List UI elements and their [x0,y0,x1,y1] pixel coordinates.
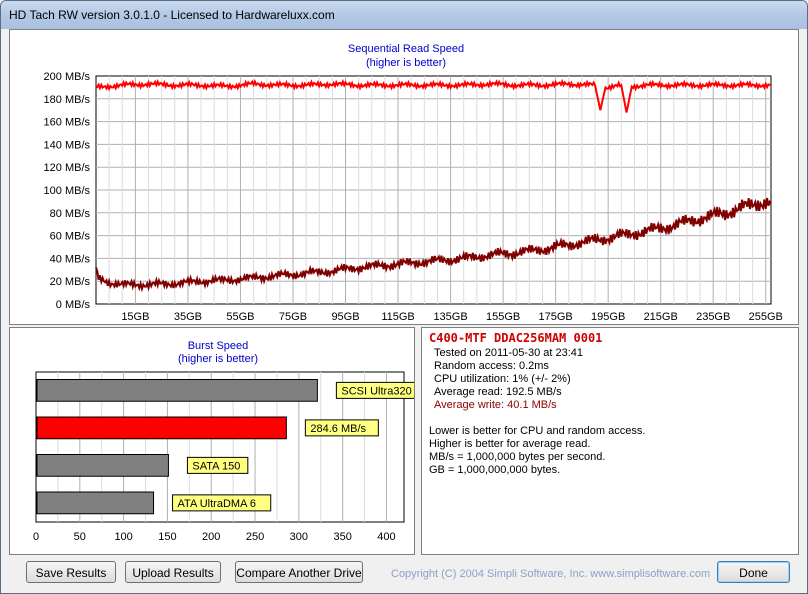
burst-bar-label-box [335,381,414,399]
test-date: Tested on 2011-05-30 at 23:41 [434,347,584,359]
burst-speed-chart: Burst Speed (higher is better) SCSI Ultr… [33,340,414,543]
x-tick-label: 95GB [331,311,359,323]
burst-bar-label: ATA UltraDMA 6 [178,498,256,510]
burst-bar-label: 284.6 MB/s [310,423,366,435]
burst-bar [36,379,318,402]
burst-chart-subtitle: (higher is better) [178,353,258,365]
x-tick-label: 115GB [381,311,414,323]
x-tick-label: 195GB [591,311,625,323]
x-tick-label: 55GB [226,311,254,323]
note-line: MB/s = 1,000,000 bytes per second. [429,451,606,463]
average-read-value: Average read: 192.5 MB/s [434,386,562,398]
x-tick-label: 215GB [644,311,678,323]
client-area: Sequential Read Speed (higher is better)… [9,29,799,585]
burst-bar-label: SATA 150 [192,460,240,472]
y-tick-label: 40 MB/s [50,253,91,265]
burst-x-tick-label: 100 [114,531,132,543]
y-tick-label: 120 MB/s [44,162,91,174]
burst-x-tick-label: 50 [74,531,86,543]
x-tick-label: 175GB [539,311,573,323]
average-write-value: Average write: 40.1 MB/s [434,399,557,411]
x-tick-label: 135GB [433,311,467,323]
burst-bar-label-box [186,456,249,474]
results-info-panel: C400-MTF DDAC256MAM 0001 Tested on 2011-… [421,327,799,555]
y-tick-label: 0 MB/s [56,299,91,311]
x-tick-label: 255GB [749,311,783,323]
x-tick-label: 155GB [486,311,520,323]
burst-bar-label: SCSI Ultra320 [341,385,411,397]
read-speed-chart: Sequential Read Speed (higher is better)… [44,43,783,323]
cpu-utilization-value: CPU utilization: 1% (+/- 2%) [434,373,571,385]
title-bar[interactable]: HD Tach RW version 3.0.1.0 - Licensed to… [1,1,807,29]
burst-x-tick-label: 0 [33,531,39,543]
y-tick-label: 20 MB/s [50,276,91,288]
compare-another-drive-button[interactable]: Compare Another Drive [235,561,363,583]
note-line: Lower is better for CPU and random acces… [429,425,646,437]
upload-results-button[interactable]: Upload Results [125,561,221,583]
burst-bar [36,416,287,440]
drive-model: C400-MTF DDAC256MAM 0001 [429,331,603,345]
random-access-value: Random access: 0.2ms [434,360,549,372]
read-speed-line [95,78,772,113]
burst-chart-panel: Burst Speed (higher is better) SCSI Ultr… [9,327,415,555]
window-title: HD Tach RW version 3.0.1.0 - Licensed to… [9,8,335,22]
burst-x-tick-label: 250 [246,531,264,543]
read-chart-panel: Sequential Read Speed (higher is better)… [9,29,799,325]
note-line: GB = 1,000,000,000 bytes. [429,464,561,476]
burst-x-tick-label: 150 [158,531,176,543]
x-tick-label: 235GB [696,311,730,323]
y-tick-label: 80 MB/s [50,208,91,220]
done-button[interactable]: Done [717,561,790,583]
read-chart-subtitle: (higher is better) [366,57,446,69]
save-results-button[interactable]: Save Results [26,561,116,583]
y-tick-label: 160 MB/s [44,117,91,129]
note-line: Higher is better for average read. [429,438,591,450]
y-tick-label: 140 MB/s [44,139,91,151]
burst-bar [36,491,155,515]
burst-x-tick-label: 200 [202,531,220,543]
burst-chart-title: Burst Speed [188,340,249,352]
burst-bar-label-box [172,494,272,512]
x-tick-label: 15GB [121,311,149,323]
x-tick-label: 35GB [174,311,202,323]
write-speed-line [95,197,772,293]
read-chart-title: Sequential Read Speed [348,43,464,55]
burst-x-tick-label: 400 [377,531,395,543]
copyright-text: Copyright (C) 2004 Simpli Software, Inc.… [391,568,711,580]
x-tick-label: 75GB [279,311,307,323]
burst-x-tick-label: 350 [333,531,351,543]
burst-x-tick-label: 300 [290,531,308,543]
y-tick-label: 180 MB/s [44,94,91,106]
y-tick-label: 60 MB/s [50,231,91,243]
burst-bar-label-box [304,419,379,437]
y-tick-label: 200 MB/s [44,71,91,83]
y-tick-label: 100 MB/s [44,185,91,197]
burst-bar [36,454,169,477]
